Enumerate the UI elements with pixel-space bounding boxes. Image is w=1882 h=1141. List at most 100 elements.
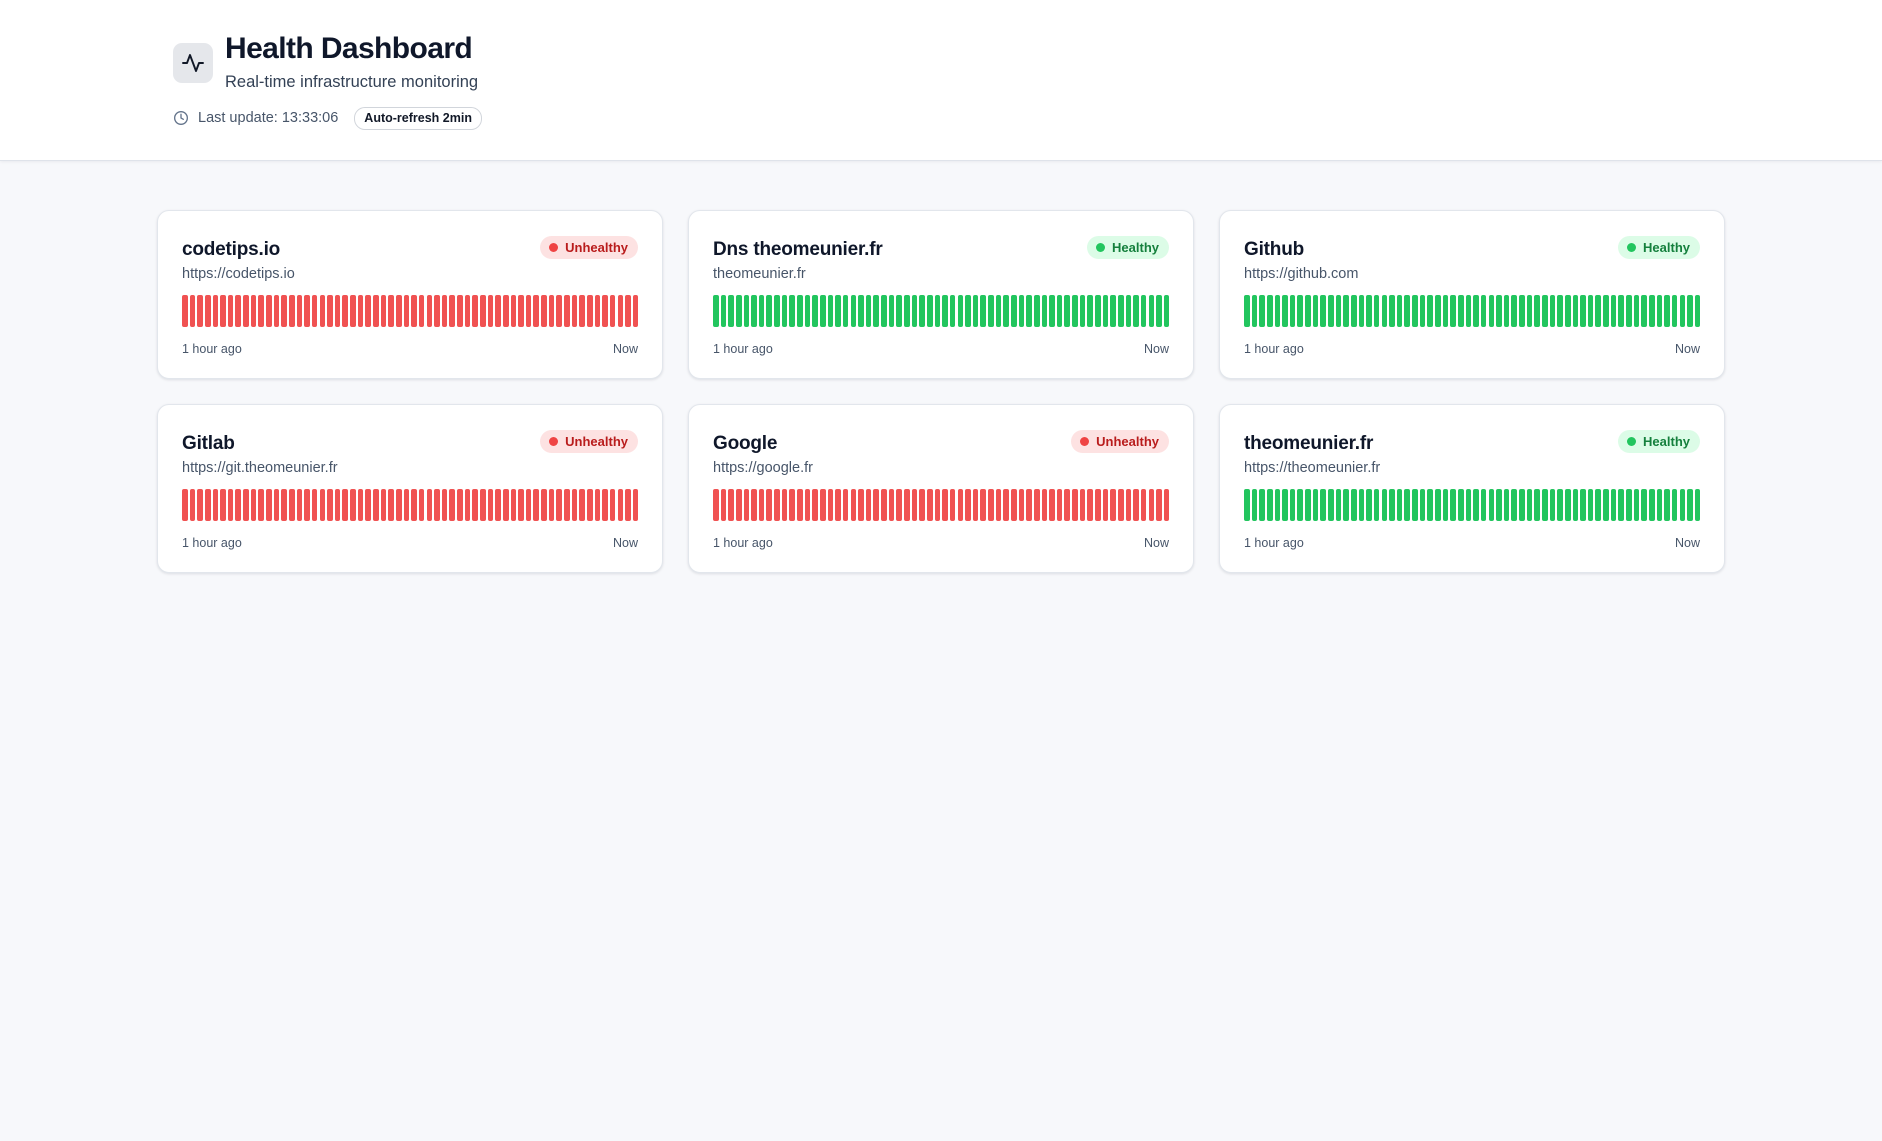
uptime-check-up[interactable] [1465, 295, 1472, 327]
uptime-check-up[interactable] [1033, 295, 1040, 327]
uptime-check-up[interactable] [1671, 295, 1678, 327]
uptime-check-down[interactable] [502, 489, 509, 521]
uptime-check-down[interactable] [281, 295, 287, 327]
uptime-check-up[interactable] [1557, 489, 1563, 521]
uptime-check-up[interactable] [1350, 489, 1357, 521]
uptime-check-up[interactable] [842, 295, 849, 327]
uptime-check-down[interactable] [235, 489, 242, 521]
uptime-check-down[interactable] [1010, 489, 1017, 521]
uptime-check-up[interactable] [1648, 295, 1655, 327]
uptime-check-down[interactable] [197, 295, 203, 327]
uptime-check-down[interactable] [411, 295, 417, 327]
uptime-check-up[interactable] [1534, 295, 1540, 327]
uptime-check-up[interactable] [865, 295, 872, 327]
uptime-check-up[interactable] [926, 295, 933, 327]
uptime-check-up[interactable] [957, 295, 964, 327]
uptime-check-up[interactable] [1328, 489, 1334, 521]
uptime-check-down[interactable] [812, 489, 818, 521]
uptime-check-down[interactable] [426, 295, 433, 327]
uptime-check-up[interactable] [1366, 489, 1372, 521]
service-card[interactable]: Github Healthy https://github.com 1 hour… [1219, 210, 1725, 379]
uptime-check-down[interactable] [858, 489, 864, 521]
uptime-check-up[interactable] [1618, 295, 1624, 327]
uptime-check-up[interactable] [1679, 295, 1686, 327]
uptime-check-up[interactable] [1626, 489, 1632, 521]
uptime-check-down[interactable] [250, 295, 257, 327]
uptime-check-up[interactable] [1312, 295, 1319, 327]
uptime-check-down[interactable] [495, 295, 501, 327]
uptime-check-down[interactable] [311, 295, 318, 327]
uptime-check-up[interactable] [1664, 295, 1670, 327]
uptime-check-up[interactable] [1595, 489, 1602, 521]
uptime-check-down[interactable] [949, 489, 956, 521]
uptime-check-up[interactable] [1133, 295, 1139, 327]
uptime-check-down[interactable] [541, 489, 547, 521]
uptime-check-down[interactable] [434, 295, 440, 327]
uptime-check-down[interactable] [972, 489, 979, 521]
uptime-check-down[interactable] [350, 295, 356, 327]
uptime-check-down[interactable] [995, 489, 1002, 521]
uptime-check-down[interactable] [464, 295, 471, 327]
uptime-check-up[interactable] [1442, 295, 1449, 327]
uptime-check-down[interactable] [835, 489, 841, 521]
uptime-check-down[interactable] [403, 489, 410, 521]
uptime-check-down[interactable] [594, 489, 601, 521]
uptime-check-up[interactable] [1671, 489, 1678, 521]
uptime-check-down[interactable] [804, 489, 811, 521]
uptime-check-up[interactable] [1610, 295, 1617, 327]
uptime-check-down[interactable] [1140, 489, 1147, 521]
uptime-check-up[interactable] [1687, 295, 1693, 327]
uptime-check-down[interactable] [774, 489, 780, 521]
uptime-check-up[interactable] [1003, 295, 1009, 327]
uptime-check-down[interactable] [525, 295, 532, 327]
uptime-check-down[interactable] [403, 295, 410, 327]
uptime-check-down[interactable] [541, 295, 547, 327]
uptime-check-down[interactable] [586, 295, 593, 327]
uptime-check-down[interactable] [533, 295, 540, 327]
uptime-check-down[interactable] [204, 489, 211, 521]
uptime-check-up[interactable] [804, 295, 811, 327]
service-card[interactable]: Google Unhealthy https://google.fr 1 hou… [688, 404, 1194, 573]
uptime-check-up[interactable] [1633, 489, 1640, 521]
uptime-check-up[interactable] [1641, 489, 1647, 521]
uptime-check-down[interactable] [518, 489, 524, 521]
uptime-check-up[interactable] [1244, 295, 1250, 327]
uptime-check-down[interactable] [980, 489, 987, 521]
uptime-check-up[interactable] [1404, 489, 1411, 521]
uptime-check-up[interactable] [1541, 295, 1548, 327]
uptime-check-down[interactable] [449, 295, 456, 327]
uptime-check-up[interactable] [888, 295, 895, 327]
uptime-check-down[interactable] [1072, 489, 1078, 521]
uptime-check-down[interactable] [617, 295, 624, 327]
uptime-check-down[interactable] [304, 489, 310, 521]
uptime-check-down[interactable] [258, 489, 264, 521]
uptime-check-up[interactable] [743, 295, 750, 327]
uptime-check-up[interactable] [980, 295, 987, 327]
uptime-check-up[interactable] [1072, 295, 1078, 327]
uptime-check-up[interactable] [1328, 295, 1334, 327]
uptime-check-up[interactable] [1626, 295, 1632, 327]
uptime-check-down[interactable] [266, 489, 272, 521]
uptime-check-down[interactable] [388, 295, 394, 327]
uptime-check-down[interactable] [334, 489, 341, 521]
uptime-check-up[interactable] [988, 295, 994, 327]
uptime-check-up[interactable] [1534, 489, 1540, 521]
uptime-check-up[interactable] [1587, 489, 1594, 521]
uptime-check-down[interactable] [395, 295, 402, 327]
uptime-check-up[interactable] [1488, 295, 1495, 327]
uptime-check-down[interactable] [881, 489, 887, 521]
uptime-check-down[interactable] [965, 489, 971, 521]
uptime-check-down[interactable] [571, 489, 578, 521]
uptime-check-down[interactable] [1079, 489, 1086, 521]
service-card[interactable]: Dns theomeunier.fr Healthy theomeunier.f… [688, 210, 1194, 379]
uptime-check-up[interactable] [1450, 295, 1456, 327]
uptime-check-down[interactable] [457, 295, 463, 327]
uptime-check-down[interactable] [602, 489, 608, 521]
uptime-check-up[interactable] [819, 295, 826, 327]
uptime-check-down[interactable] [751, 489, 757, 521]
uptime-check-up[interactable] [1274, 295, 1281, 327]
uptime-check-up[interactable] [1305, 295, 1311, 327]
uptime-check-down[interactable] [1156, 489, 1162, 521]
uptime-check-up[interactable] [1125, 295, 1132, 327]
uptime-check-up[interactable] [1041, 295, 1048, 327]
